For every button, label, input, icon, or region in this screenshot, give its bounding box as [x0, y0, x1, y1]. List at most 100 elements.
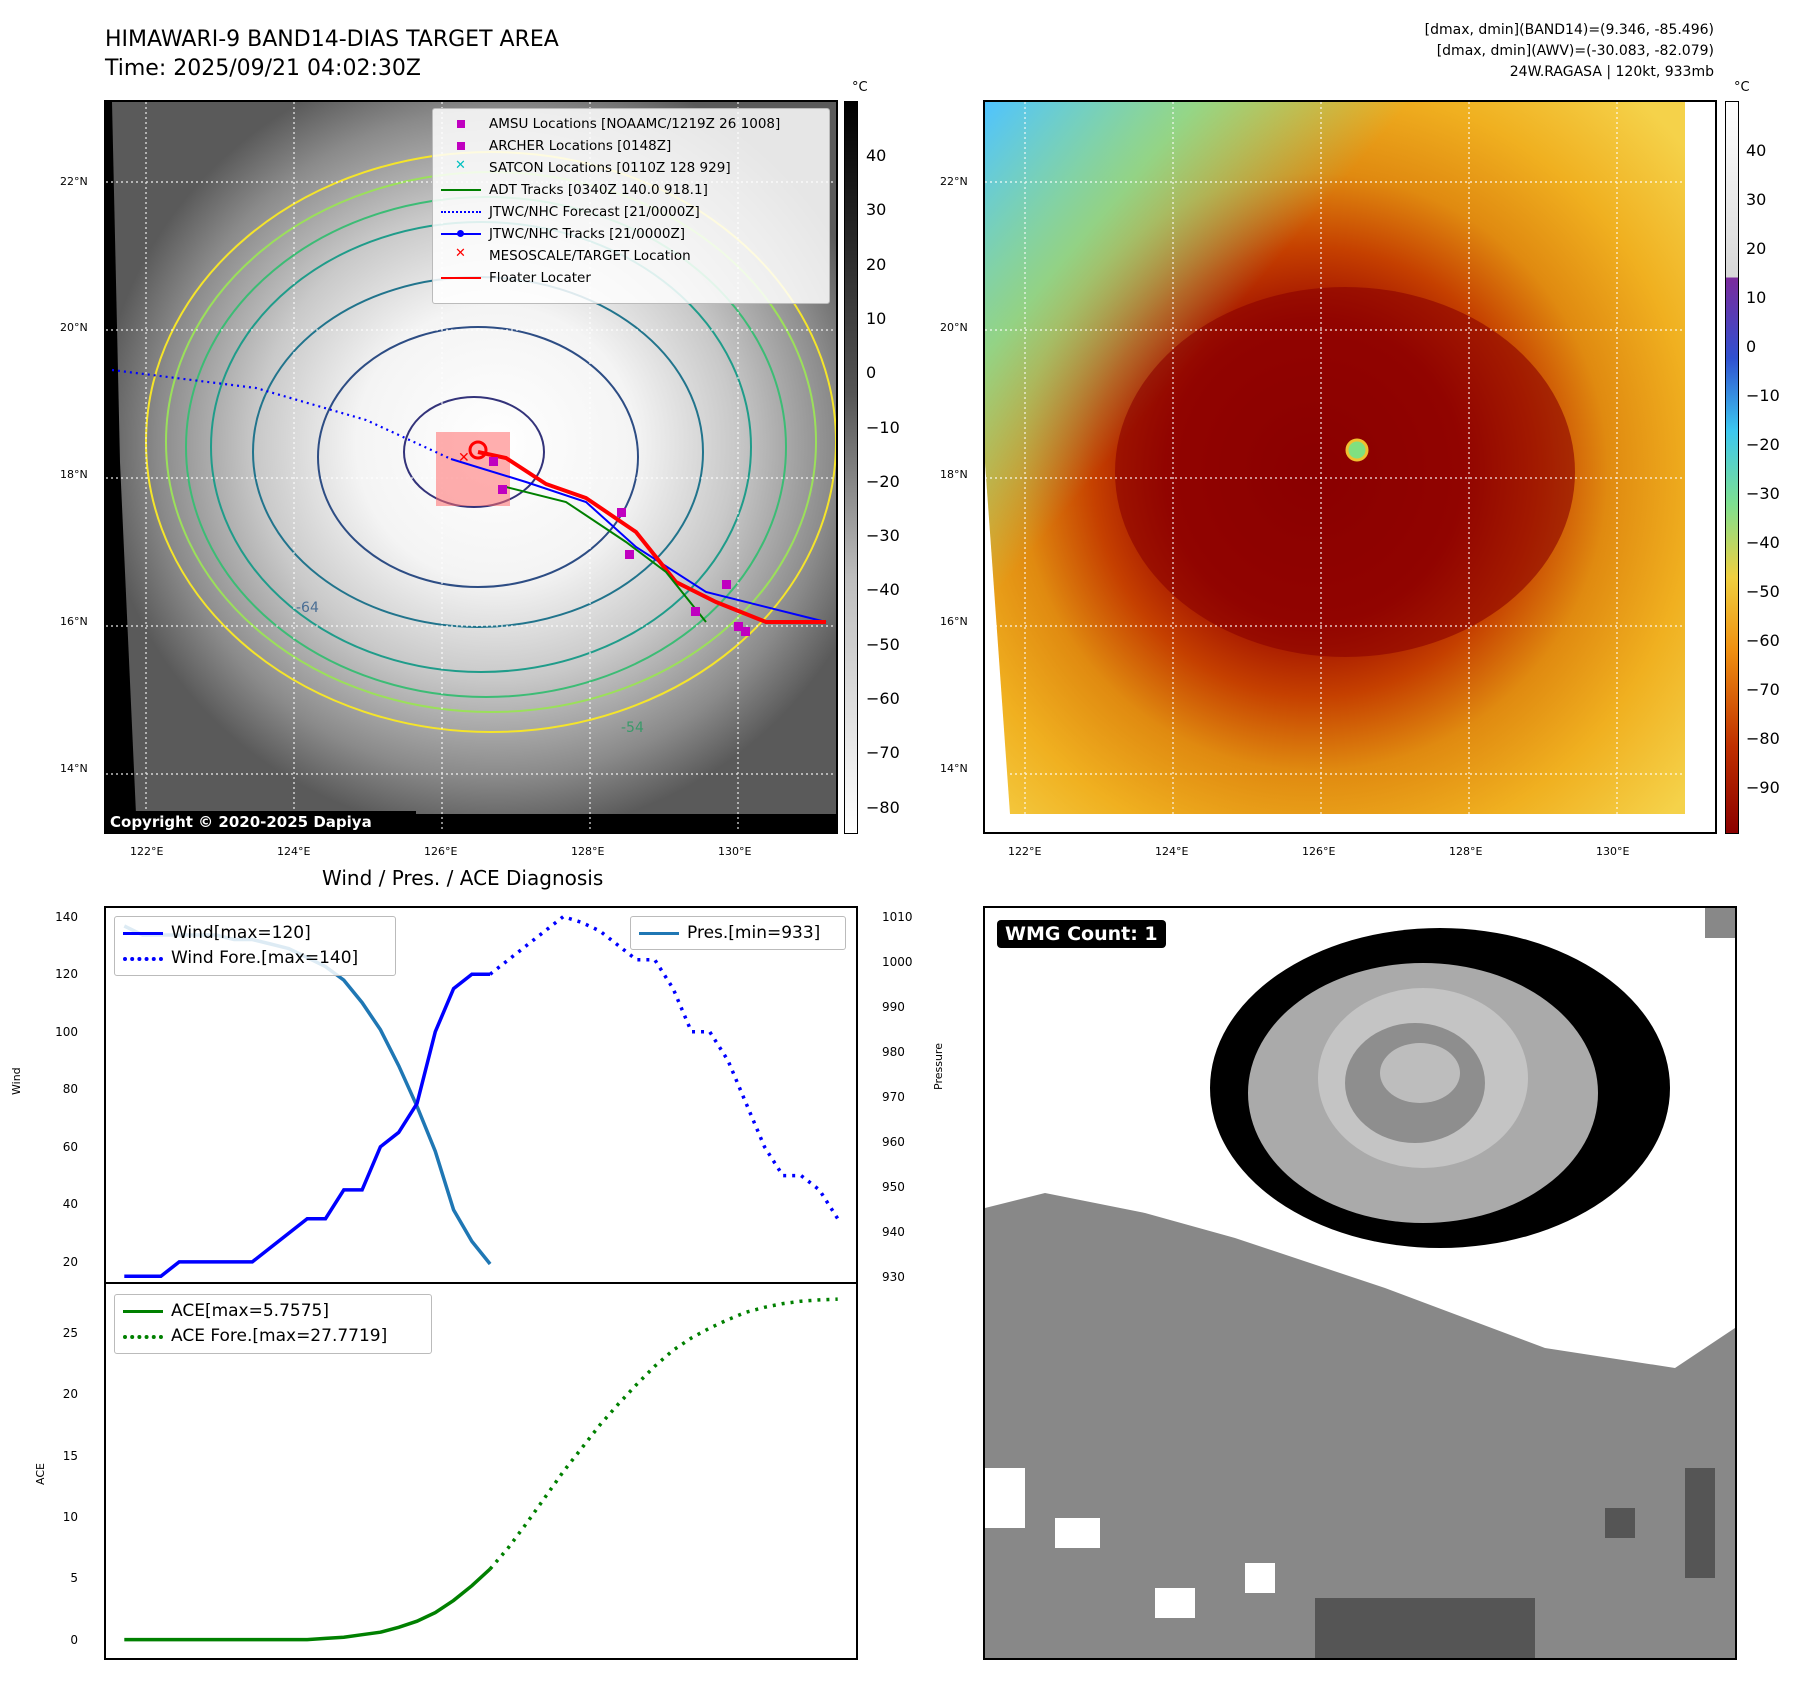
axis-tick-label: 80 — [62, 1082, 78, 1097]
legend-jtwc-tracks: JTWC/NHC Tracks [21/0000Z] — [441, 223, 821, 245]
wmg-panel: WMG Count: 1 — [983, 906, 1737, 1660]
plot-time: Time: 2025/09/21 04:02:30Z — [105, 56, 421, 81]
axis-tick-label: 0 — [70, 1632, 78, 1647]
colorbar-tick-label: 0 — [1746, 337, 1757, 356]
lat-label: 16°N — [940, 615, 968, 628]
legend-amsu: AMSU Locations [NOAAMC/1219Z 26 1008] — [441, 113, 821, 135]
axis-tick-label: 1000 — [882, 955, 913, 970]
colorbar-tick-label: 0 — [866, 363, 877, 383]
legend-ace: ACE[max=5.7575] — [123, 1298, 423, 1323]
stats-band14: [dmax, dmin](BAND14)=(9.346, -85.496) — [1424, 22, 1714, 38]
lon-label: 130°E — [718, 845, 752, 858]
colorbar-tick-label: 40 — [1746, 141, 1767, 160]
dotted-line-icon — [123, 1331, 163, 1341]
axis-tick-label: 140 — [55, 909, 78, 924]
ace-axis-label: ACE — [34, 1463, 47, 1485]
colorbar-tick-label: −10 — [1746, 386, 1780, 405]
enhanced-ir-image — [985, 102, 1715, 832]
dotted-line-icon — [441, 207, 481, 217]
colorbar-tick-label: −30 — [866, 526, 900, 546]
axis-tick-label: 120 — [55, 967, 78, 982]
storm-info: 24W.RAGASA | 120kt, 933mb — [1509, 64, 1714, 80]
colorbar-tick-label: −40 — [1746, 533, 1780, 552]
legend-floater: Floater Locater — [441, 267, 821, 289]
axis-tick-label: 100 — [55, 1024, 78, 1039]
colorbar-tick-label: −40 — [866, 580, 900, 600]
lon-label: 122°E — [1008, 845, 1042, 858]
ace-series-line — [124, 1567, 492, 1642]
ace-chart: ACE[max=5.7575] ACE Fore.[max=27.7719] — [104, 1282, 858, 1660]
ace-forecast-series-line — [488, 1297, 838, 1571]
legend-wind: Wind[max=120] — [123, 920, 387, 945]
axis-tick-label: 40 — [62, 1197, 78, 1212]
copyright-label: Copyright © 2020-2025 Dapiya — [110, 813, 372, 831]
colorbar-right — [1725, 101, 1739, 834]
colorbar-tick-label: −70 — [1746, 680, 1780, 699]
map-legend: AMSU Locations [NOAAMC/1219Z 26 1008] AR… — [432, 108, 830, 304]
colorbar-tick-label: 40 — [866, 146, 887, 165]
lon-label: 122°E — [130, 845, 164, 858]
colorbar-tick-label: −20 — [1746, 435, 1780, 454]
legend-ace-fore: ACE Fore.[max=27.7719] — [123, 1323, 423, 1348]
wind-legend: Wind[max=120] Wind Fore.[max=140] — [114, 916, 396, 976]
line-icon — [441, 185, 481, 195]
axis-tick-label: 1010 — [882, 910, 913, 924]
diagnosis-title: Wind / Pres. / ACE Diagnosis — [322, 866, 604, 890]
line-dot-icon — [441, 229, 481, 239]
colorbar-tick-label: −10 — [866, 417, 900, 437]
line-icon — [639, 928, 679, 938]
lon-label: 128°E — [571, 845, 605, 858]
colorbar-right-unit: °C — [1734, 80, 1750, 95]
colorbar-tick-label: −60 — [866, 689, 900, 708]
colorbar-tick-label: −60 — [1746, 631, 1780, 650]
lat-label: 16°N — [60, 615, 88, 628]
lat-label: 14°N — [940, 762, 968, 775]
ir-map-panel: -64 -54 ✕ Copyright © 2020-2025 D — [104, 100, 838, 834]
wmg-count-badge: WMG Count: 1 — [997, 920, 1166, 948]
lat-label: 22°N — [940, 175, 968, 188]
axis-tick-label: 60 — [62, 1139, 78, 1154]
contour-label-64: -64 — [296, 600, 319, 616]
legend-satcon: ✕ SATCON Locations [0110Z 128 929] — [441, 157, 821, 179]
pressure-series-line — [123, 924, 492, 1266]
legend-mesoscale: ✕ MESOSCALE/TARGET Location — [441, 245, 821, 267]
legend-archer: ARCHER Locations [0148Z] — [441, 135, 821, 157]
wind-series-line — [124, 972, 491, 1278]
axis-tick-label: 5 — [70, 1571, 78, 1586]
lon-label: 126°E — [424, 845, 458, 858]
lon-label: 124°E — [277, 845, 311, 858]
axis-tick-label: 20 — [62, 1254, 78, 1269]
svg-text:✕: ✕ — [458, 450, 470, 466]
colorbar-tick-label: 30 — [1746, 190, 1767, 209]
lat-label: 18°N — [940, 468, 968, 481]
contour-label-54: -54 — [621, 720, 644, 736]
colorbar-tick-label: 10 — [866, 308, 887, 328]
legend-pressure: Pres.[min=933] — [639, 920, 837, 945]
stats-awv: [dmax, dmin](AWV)=(-30.083, -82.079) — [1436, 43, 1714, 59]
legend-wind-fore: Wind Fore.[max=140] — [123, 945, 387, 970]
axis-tick-label: 940 — [882, 1225, 905, 1240]
ace-legend: ACE[max=5.7575] ACE Fore.[max=27.7719] — [114, 1294, 432, 1354]
colorbar-tick-label: −30 — [1746, 484, 1780, 503]
lon-label: 124°E — [1155, 845, 1189, 858]
pressure-legend: Pres.[min=933] — [630, 916, 846, 950]
colorbar-tick-label: 30 — [866, 200, 887, 220]
wind-forecast-series-line — [489, 914, 840, 1220]
colorbar-tick-label: −20 — [866, 471, 900, 491]
axis-tick-label: 25 — [62, 1326, 78, 1341]
lon-label: 126°E — [1302, 845, 1336, 858]
plot-title: HIMAWARI-9 BAND14-DIAS TARGET AREA — [105, 27, 559, 52]
colorbar-left-unit: °C — [852, 80, 868, 95]
lat-label: 14°N — [60, 762, 88, 775]
pressure-axis-label: Pressure — [932, 1043, 945, 1090]
lon-label: 128°E — [1449, 845, 1483, 858]
colorbar-tick-label: −70 — [866, 743, 900, 763]
colorbar-tick-label: 20 — [866, 254, 887, 274]
lon-label: 130°E — [1596, 845, 1630, 858]
axis-tick-label: 980 — [882, 1045, 905, 1060]
enhanced-ir-panel — [983, 100, 1717, 834]
line-icon — [441, 273, 481, 283]
colorbar-tick-label: 20 — [1746, 239, 1767, 258]
colorbar-tick-label: −90 — [1746, 778, 1780, 797]
wind-pressure-chart: Wind[max=120] Wind Fore.[max=140] Pres.[… — [104, 906, 858, 1284]
